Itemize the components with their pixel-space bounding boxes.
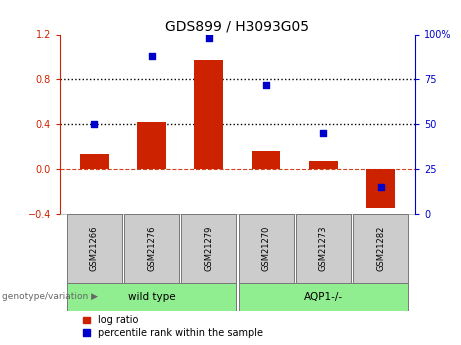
Point xyxy=(148,53,155,59)
Text: AQP1-/-: AQP1-/- xyxy=(304,292,343,302)
Bar xyxy=(366,169,395,208)
Title: GDS899 / H3093G05: GDS899 / H3093G05 xyxy=(165,19,309,33)
Bar xyxy=(238,214,294,284)
Point xyxy=(377,184,384,190)
Point xyxy=(319,130,327,136)
Bar xyxy=(181,214,236,284)
Point xyxy=(205,35,213,41)
Bar xyxy=(124,214,179,284)
Text: genotype/variation ▶: genotype/variation ▶ xyxy=(2,293,98,302)
Point xyxy=(91,121,98,127)
Bar xyxy=(296,214,351,284)
Text: GSM21276: GSM21276 xyxy=(147,226,156,272)
Text: GSM21266: GSM21266 xyxy=(90,226,99,272)
Text: GSM21279: GSM21279 xyxy=(204,226,213,272)
Bar xyxy=(353,214,408,284)
Bar xyxy=(67,214,122,284)
Bar xyxy=(252,151,280,169)
Legend: log ratio, percentile rank within the sample: log ratio, percentile rank within the sa… xyxy=(83,315,263,338)
Bar xyxy=(137,122,166,169)
Point xyxy=(262,82,270,88)
Text: GSM21270: GSM21270 xyxy=(261,226,271,272)
Text: wild type: wild type xyxy=(128,292,175,302)
Text: GSM21282: GSM21282 xyxy=(376,226,385,272)
Bar xyxy=(80,155,109,169)
Text: GSM21273: GSM21273 xyxy=(319,226,328,272)
Bar xyxy=(67,284,236,310)
Bar xyxy=(238,284,408,310)
Bar xyxy=(309,161,337,169)
Bar xyxy=(195,60,223,169)
